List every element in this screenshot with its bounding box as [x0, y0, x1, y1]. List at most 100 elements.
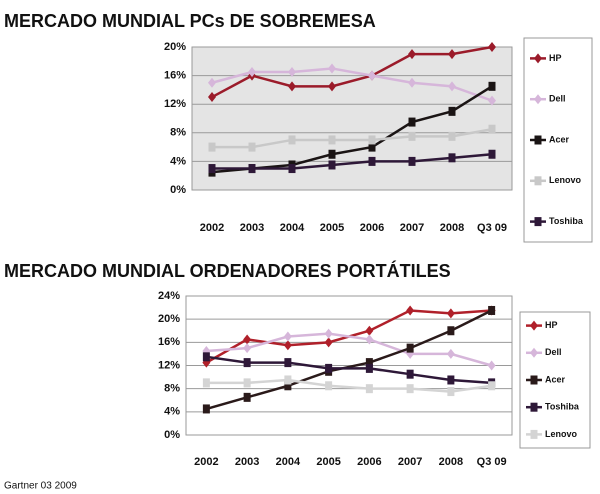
data-point	[325, 381, 333, 391]
data-point	[446, 308, 455, 319]
legend-label: HP	[545, 320, 558, 330]
x-tick-label: 2003	[240, 222, 264, 234]
series-line	[211, 67, 493, 102]
data-point	[248, 164, 256, 174]
data-point	[328, 63, 336, 74]
legend-marker	[534, 94, 542, 105]
data-point	[284, 381, 292, 391]
data-point	[368, 70, 376, 81]
legend-label: Acer	[545, 374, 566, 384]
series-line	[206, 378, 492, 393]
data-point	[365, 358, 373, 368]
data-point	[408, 49, 416, 60]
data-point	[324, 328, 333, 339]
x-tick-label: Q3 09	[477, 222, 507, 234]
x-tick-label: 2006	[357, 456, 381, 468]
legend-marker	[534, 53, 542, 64]
legend-label: HP	[549, 53, 562, 63]
data-point	[202, 378, 210, 388]
data-point	[208, 164, 216, 174]
data-point	[324, 337, 333, 348]
data-point	[248, 142, 256, 152]
legend-label: Lenovo	[549, 175, 582, 185]
data-point	[448, 49, 456, 60]
data-point	[202, 404, 210, 414]
data-point	[406, 305, 415, 316]
data-point	[447, 375, 455, 385]
legend-label: Toshiba	[545, 402, 580, 412]
data-point	[408, 131, 416, 141]
data-point	[406, 369, 414, 379]
legend-marker	[530, 347, 538, 358]
data-point	[284, 358, 292, 368]
data-point	[447, 387, 455, 397]
data-point	[448, 131, 456, 141]
data-point	[365, 325, 374, 336]
data-point	[288, 67, 296, 78]
x-tick-label: 2007	[398, 456, 422, 468]
legend-marker	[530, 320, 538, 331]
data-point	[328, 149, 336, 159]
data-point	[243, 378, 251, 388]
x-tick-label: 2008	[440, 222, 464, 234]
data-point	[328, 81, 336, 92]
data-point	[208, 92, 216, 103]
data-point	[365, 334, 374, 345]
data-point	[368, 142, 376, 152]
legend-marker	[534, 176, 542, 186]
x-tick-label: Q3 09	[477, 456, 507, 468]
data-point	[243, 334, 252, 345]
data-point	[288, 81, 296, 92]
x-tick-label: 2004	[280, 222, 305, 234]
source-note: Gartner 03 2009	[4, 481, 77, 492]
data-point	[243, 392, 251, 402]
data-point	[408, 77, 416, 88]
data-point	[488, 95, 496, 106]
data-point	[328, 135, 336, 145]
y-tick-label: 24%	[158, 290, 180, 302]
data-point	[408, 117, 416, 127]
data-point	[202, 352, 210, 362]
legend-marker	[530, 375, 538, 385]
y-tick-label: 0%	[170, 184, 186, 196]
series-line	[206, 309, 493, 411]
y-tick-label: 8%	[170, 127, 186, 139]
x-tick-label: 2006	[360, 222, 384, 234]
data-point	[328, 160, 336, 170]
y-tick-label: 20%	[158, 313, 180, 325]
data-point	[488, 381, 496, 391]
data-point	[283, 331, 292, 342]
data-point	[447, 326, 455, 336]
legend-marker	[530, 429, 538, 439]
y-tick-label: 0%	[164, 429, 180, 441]
chart-title: MERCADO MUNDIAL PCs DE SOBREMESA	[4, 11, 376, 31]
y-tick-label: 20%	[164, 41, 186, 53]
legend-marker	[534, 135, 542, 145]
x-tick-label: 2002	[194, 456, 218, 468]
series-line	[206, 355, 492, 385]
x-tick-label: 2007	[400, 222, 424, 234]
data-point	[406, 343, 414, 353]
data-point	[487, 360, 496, 371]
x-tick-label: 2003	[235, 456, 259, 468]
y-tick-label: 4%	[164, 406, 180, 418]
data-point	[448, 153, 456, 163]
series-line	[212, 127, 493, 149]
x-tick-label: 2004	[276, 456, 301, 468]
data-point	[368, 135, 376, 145]
data-point	[288, 164, 296, 174]
series-line	[211, 45, 493, 99]
legend-label: Toshiba	[549, 216, 584, 226]
x-tick-label: 2005	[320, 222, 344, 234]
legend-label: Acer	[549, 134, 570, 144]
data-point	[208, 77, 216, 88]
data-point	[488, 305, 496, 315]
data-point	[488, 42, 496, 52]
data-point	[408, 156, 416, 166]
y-tick-label: 16%	[164, 70, 186, 82]
data-point	[406, 384, 414, 394]
data-point	[488, 149, 496, 159]
data-point	[488, 124, 496, 134]
y-tick-label: 12%	[164, 98, 186, 110]
